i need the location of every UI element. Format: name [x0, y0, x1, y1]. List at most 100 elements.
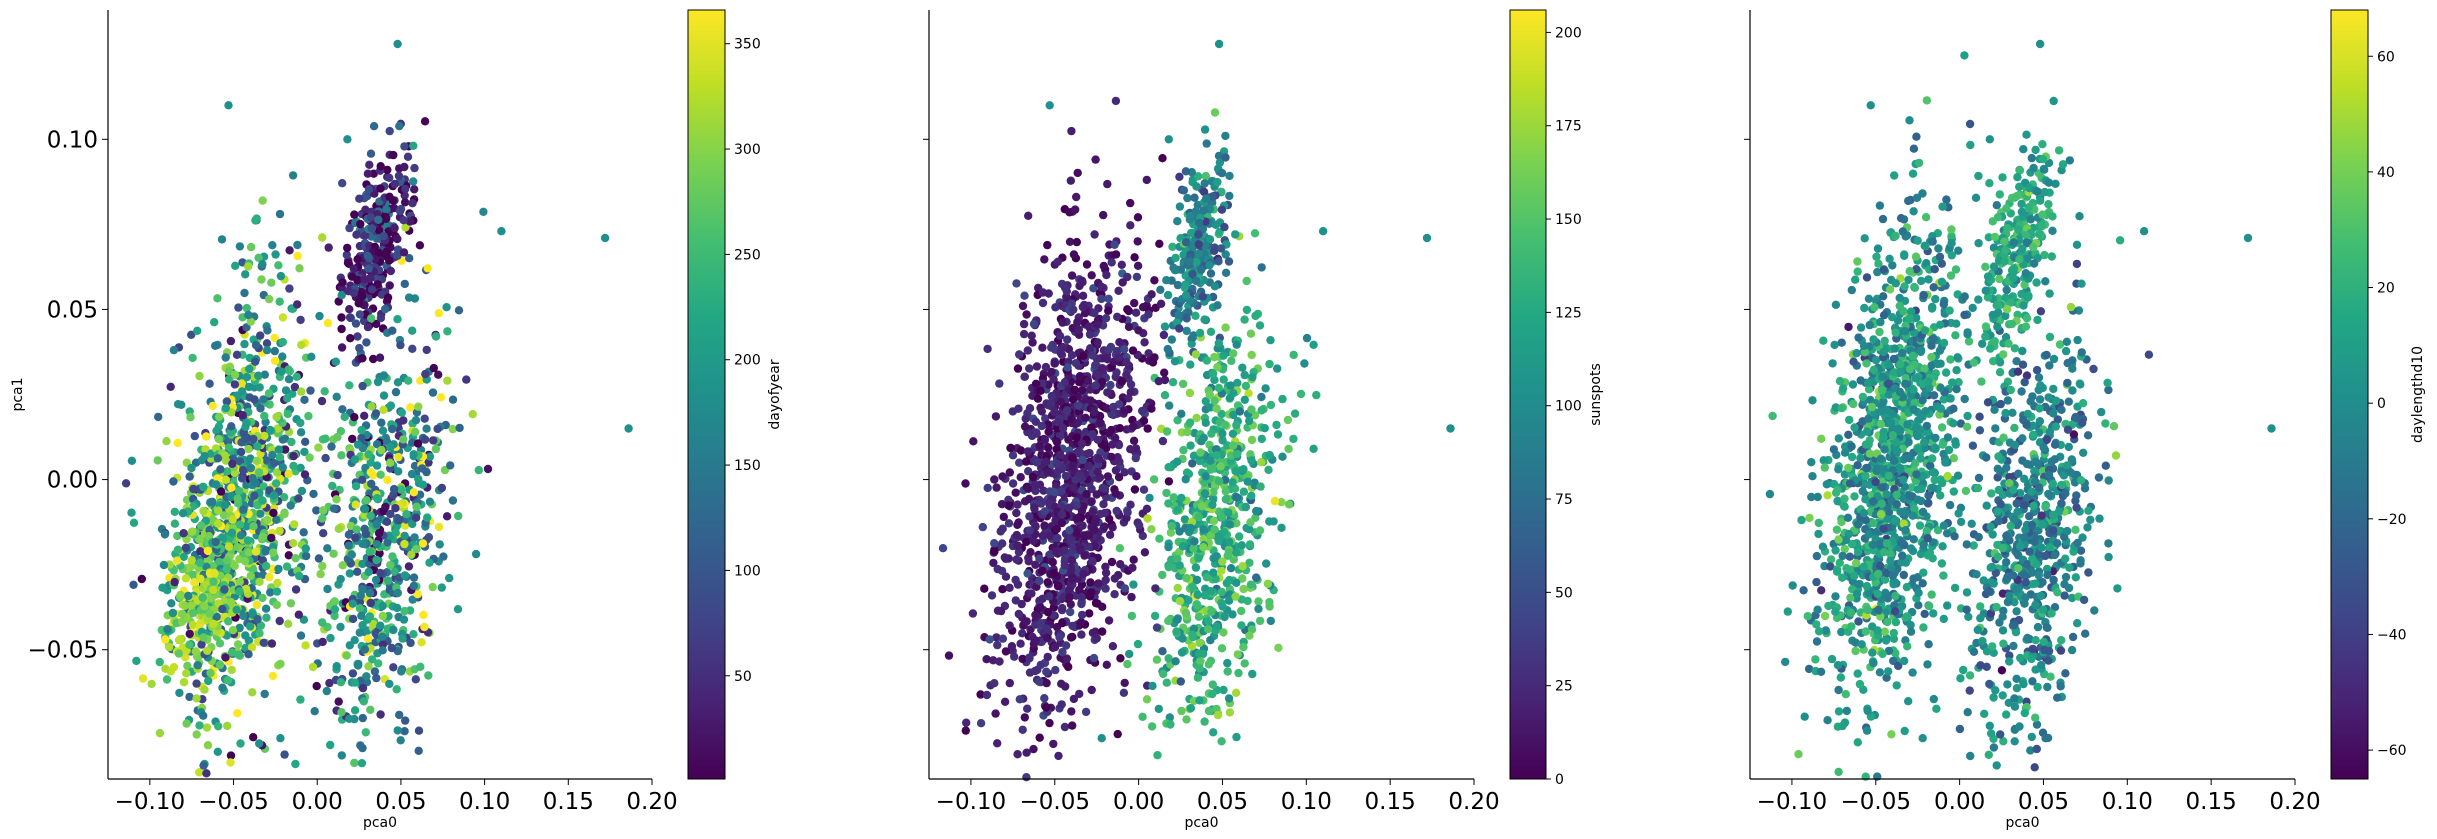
data-point: [379, 231, 388, 241]
data-point: [1831, 300, 1841, 309]
data-point: [1200, 591, 1210, 600]
colorbar-gradient: [1509, 9, 1547, 780]
data-point: [360, 645, 370, 654]
data-point: [1218, 557, 1227, 566]
data-point: [1194, 230, 1203, 239]
data-point: [1277, 523, 1286, 532]
data-point: [1218, 429, 1227, 438]
data-point: [1058, 618, 1067, 628]
data-point: [408, 344, 417, 353]
data-point: [1057, 679, 1066, 688]
data-point: [259, 638, 268, 647]
data-point: [1147, 290, 1156, 299]
data-point: [1023, 211, 1033, 220]
data-point: [319, 506, 328, 515]
data-point: [199, 711, 208, 720]
data-point: [1266, 336, 1275, 345]
data-point: [968, 609, 978, 618]
data-point: [364, 662, 373, 671]
data-point: [393, 234, 402, 244]
data-point: [1284, 444, 1293, 454]
data-point: [1232, 421, 1241, 430]
data-point: [419, 610, 428, 620]
data-point: [1037, 421, 1047, 431]
data-point: [1255, 616, 1265, 626]
data-point: [1107, 258, 1116, 267]
data-point: [1147, 722, 1157, 731]
data-point: [1181, 291, 1191, 300]
data-point: [182, 719, 191, 728]
data-point: [310, 707, 319, 716]
data-point: [1035, 733, 1044, 742]
data-point: [1163, 344, 1173, 354]
data-point: [1045, 718, 1054, 728]
data-point: [1194, 512, 1204, 522]
data-point: [1178, 542, 1188, 551]
data-point: [1246, 450, 1255, 459]
data-point: [296, 387, 306, 396]
data-point: [176, 590, 185, 600]
data-point: [364, 450, 373, 459]
data-point: [230, 380, 240, 389]
data-point: [1202, 356, 1212, 365]
data-point: [1077, 599, 1086, 609]
data-point: [1120, 468, 1129, 477]
data-point: [1113, 312, 1122, 321]
x-tick-label: 0.15: [1365, 789, 1416, 815]
data-point: [355, 628, 364, 637]
data-point: [1240, 659, 1249, 668]
data-point: [344, 541, 353, 550]
data-point: [213, 747, 222, 756]
data-point: [218, 533, 227, 542]
data-point: [210, 318, 219, 327]
data-point: [324, 243, 333, 252]
data-point: [260, 431, 269, 441]
data-point: [1153, 751, 1162, 760]
data-point: [1167, 555, 1176, 564]
data-point: [319, 529, 328, 538]
data-point: [275, 297, 284, 306]
data-point: [330, 597, 339, 606]
data-point: [1077, 630, 1086, 639]
data-point: [1052, 524, 1062, 534]
data-point: [235, 457, 245, 466]
data-point: [357, 759, 367, 768]
data-point: [197, 521, 206, 530]
data-point: [1025, 654, 1034, 663]
data-point: [192, 694, 201, 703]
data-point: [1061, 471, 1071, 481]
data-point: [173, 438, 182, 448]
data-point: [1186, 360, 1195, 369]
colorbar-tick-label: 125: [1555, 305, 1582, 321]
data-point: [1133, 213, 1143, 222]
data-point: [1104, 429, 1114, 438]
data-point: [129, 580, 138, 589]
data-point: [1022, 773, 1031, 782]
data-point: [326, 633, 335, 643]
data-point: [201, 445, 210, 454]
data-point: [1056, 397, 1066, 407]
data-point: [218, 683, 227, 692]
data-point: [1101, 442, 1111, 451]
data-point: [2045, 332, 2055, 342]
data-point: [1163, 290, 1173, 300]
data-point: [318, 233, 327, 242]
data-point: [242, 372, 252, 382]
data-point: [353, 275, 362, 285]
data-point: [366, 511, 375, 521]
data-point: [409, 141, 418, 150]
data-point: [1090, 308, 1099, 318]
data-point: [1043, 633, 1052, 642]
data-point: [399, 435, 408, 444]
data-point: [404, 562, 414, 571]
data-point: [1177, 409, 1186, 418]
data-point: [178, 609, 187, 618]
data-point: [372, 461, 382, 470]
data-point: [364, 264, 373, 273]
data-point: [1022, 310, 1031, 319]
data-point: [1211, 220, 1220, 229]
data-point: [323, 544, 332, 553]
data-point: [365, 589, 375, 598]
data-point: [1167, 335, 1177, 344]
